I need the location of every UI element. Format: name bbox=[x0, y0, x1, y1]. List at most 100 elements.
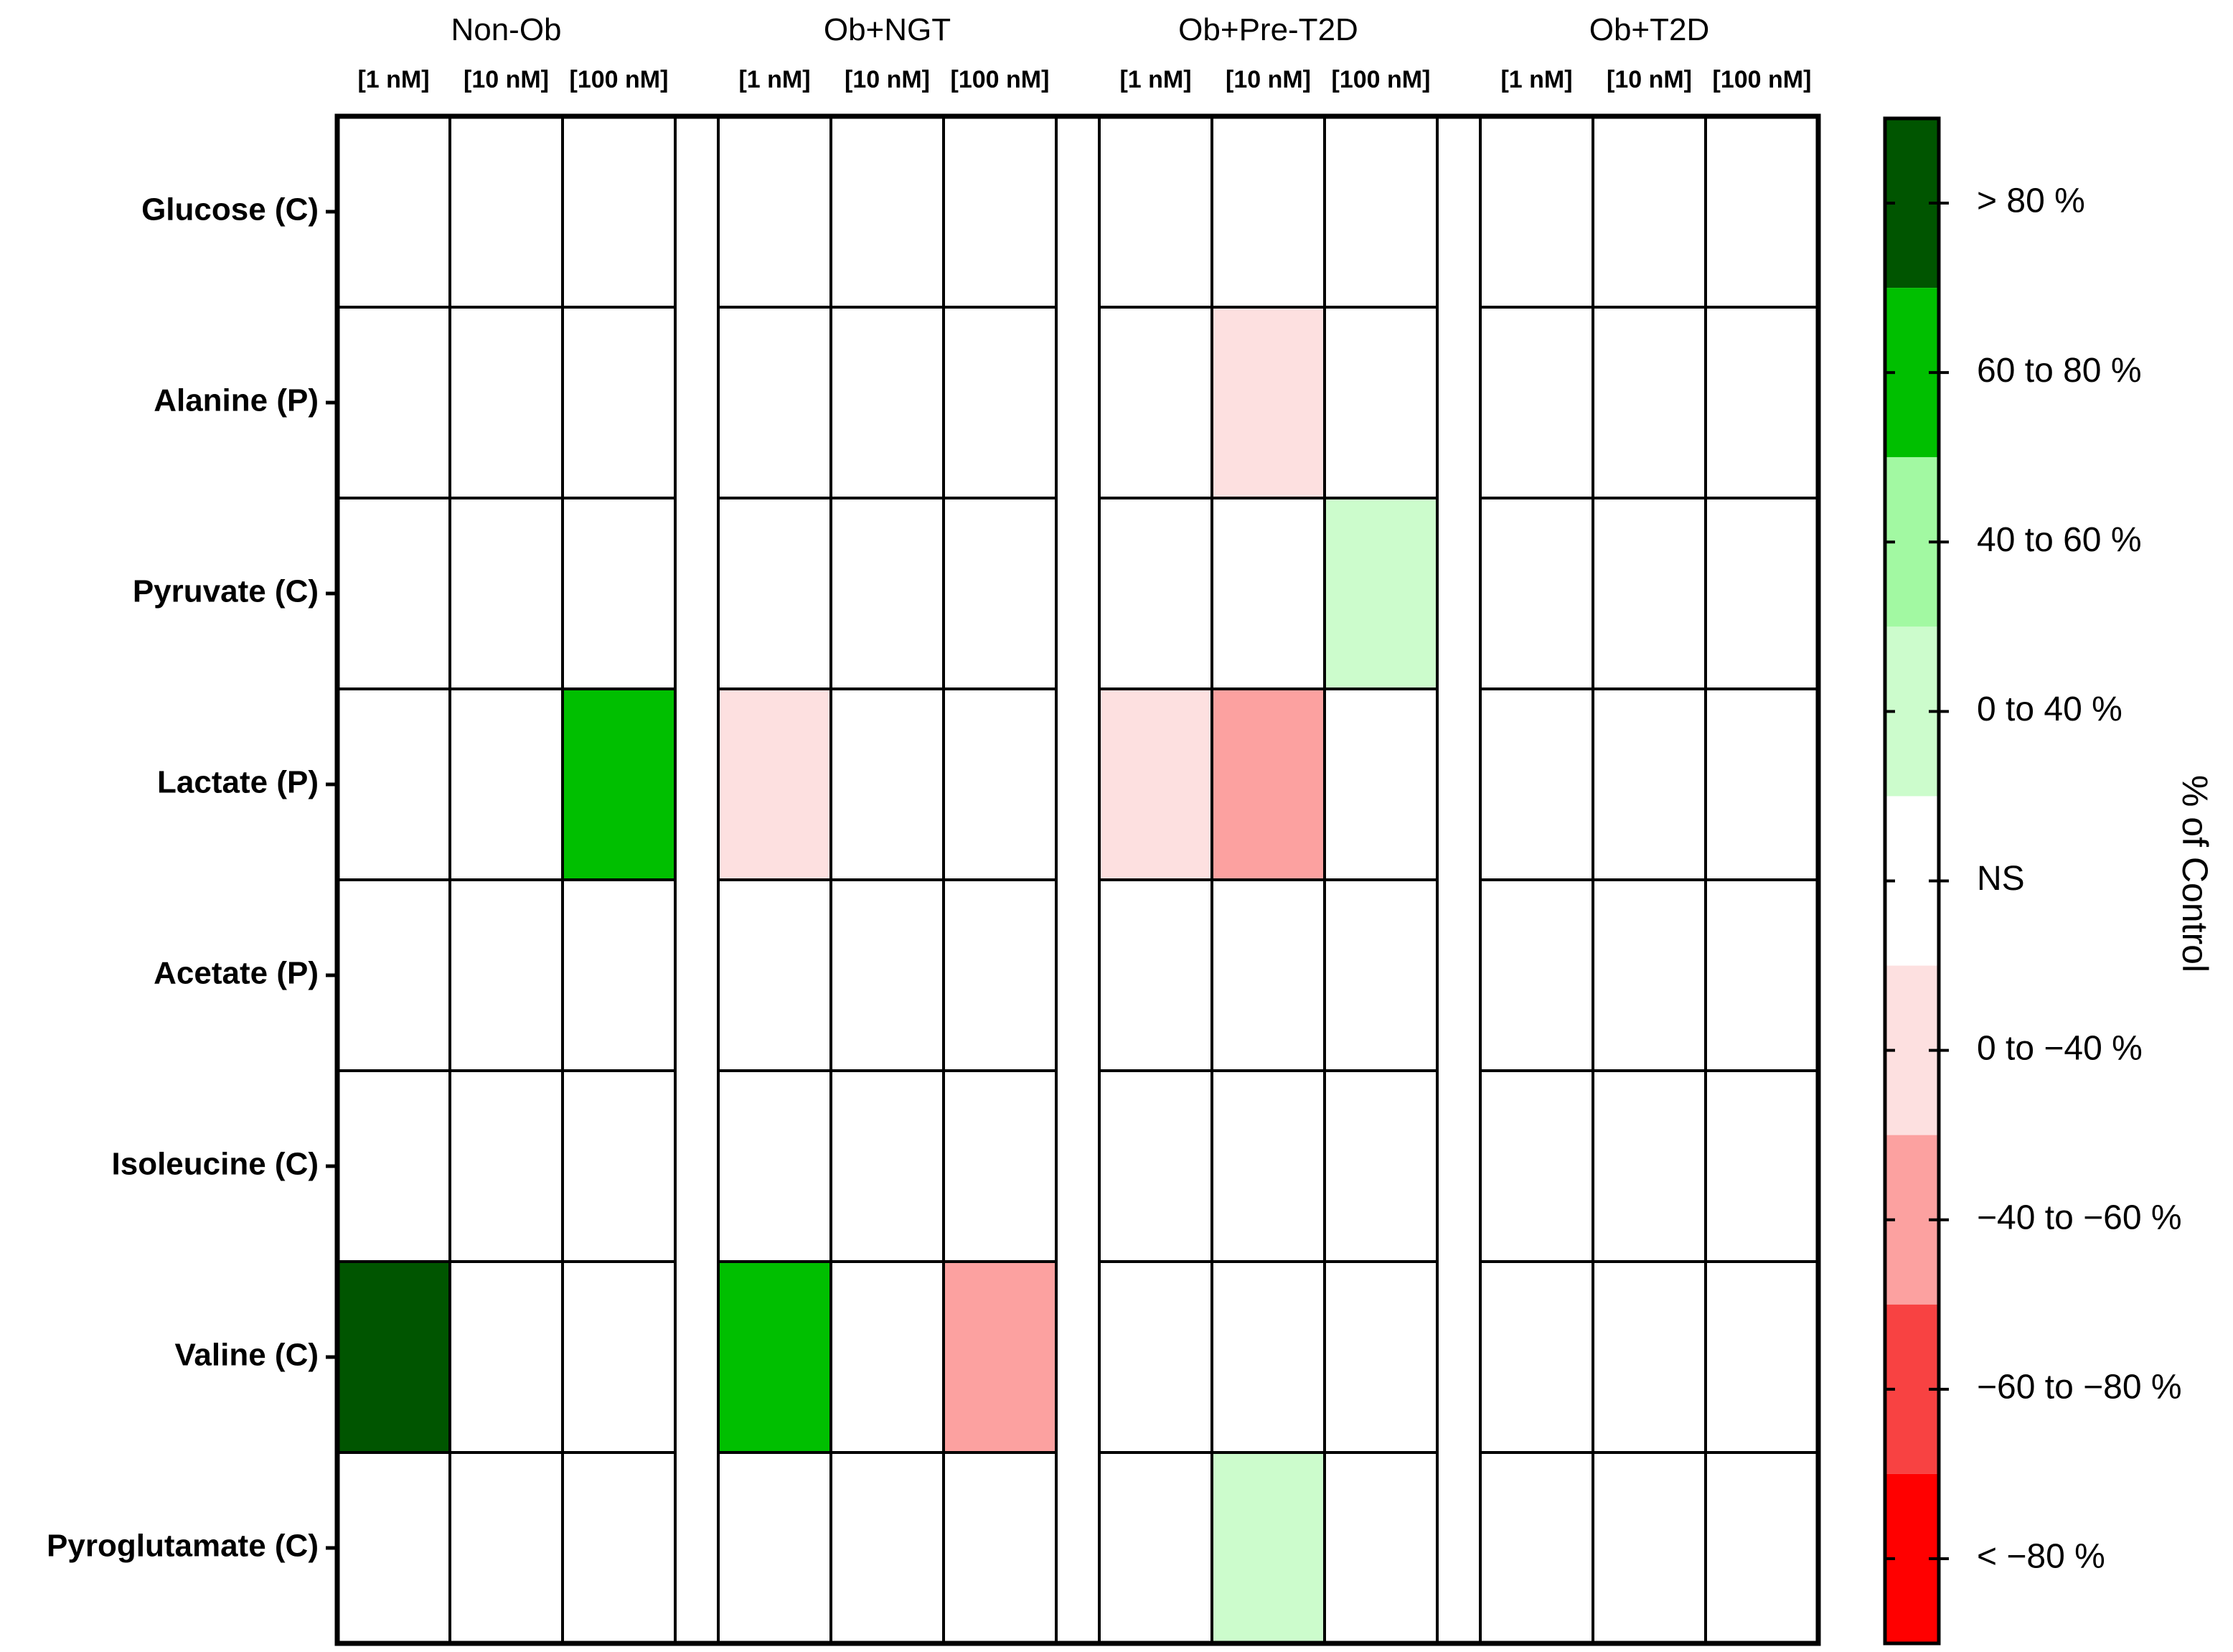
cell-pyruvate-c-non-ob-1-nm bbox=[337, 498, 450, 689]
group-label-non-ob: Non-Ob bbox=[451, 12, 561, 47]
cell-isoleucine-c-ob-t2d-100-nm bbox=[1706, 1071, 1818, 1262]
conc-label-ob-ngt-1-nm: [1 nM] bbox=[738, 66, 810, 93]
cell-isoleucine-c-non-ob-100-nm bbox=[563, 1071, 675, 1262]
cell-alanine-p-non-ob-100-nm bbox=[563, 307, 675, 498]
conc-label-ob-t2d-1-nm: [1 nM] bbox=[1500, 66, 1572, 93]
cell-acetate-p-non-ob-1-nm bbox=[337, 880, 450, 1071]
cell-pyroglutamate-c-ob-pre-t2d-1-nm bbox=[1099, 1452, 1212, 1643]
legend-label: −60 to −80 % bbox=[1977, 1369, 2182, 1407]
cell-alanine-p-ob-t2d-100-nm bbox=[1706, 307, 1818, 498]
cell-valine-c-ob-ngt-10-nm bbox=[831, 1262, 944, 1452]
cell-glucose-c-ob-pre-t2d-100-nm bbox=[1325, 116, 1437, 307]
cell-pyruvate-c-ob-t2d-100-nm bbox=[1706, 498, 1818, 689]
cell-isoleucine-c-ob-ngt-10-nm bbox=[831, 1071, 944, 1262]
cell-lactate-p-ob-ngt-1-nm bbox=[718, 689, 831, 880]
cell-valine-c-ob-ngt-100-nm bbox=[944, 1262, 1056, 1452]
conc-label-ob-t2d-10-nm: [10 nM] bbox=[1607, 66, 1692, 93]
cell-pyroglutamate-c-ob-ngt-1-nm bbox=[718, 1452, 831, 1643]
legend-title: % of Control bbox=[2175, 775, 2215, 972]
row-label-isoleucine-c: Isoleucine (C) bbox=[112, 1147, 319, 1182]
cell-pyroglutamate-c-ob-t2d-100-nm bbox=[1706, 1452, 1818, 1643]
row-label-pyroglutamate-c: Pyroglutamate (C) bbox=[47, 1529, 319, 1564]
conc-label-non-ob-10-nm: [10 nM] bbox=[464, 66, 549, 93]
cell-acetate-p-non-ob-100-nm bbox=[563, 880, 675, 1071]
row-label-valine-c: Valine (C) bbox=[175, 1338, 319, 1373]
cell-lactate-p-ob-ngt-10-nm bbox=[831, 689, 944, 880]
cell-glucose-c-non-ob-10-nm bbox=[450, 116, 563, 307]
cell-glucose-c-non-ob-1-nm bbox=[337, 116, 450, 307]
cell-acetate-p-ob-pre-t2d-10-nm bbox=[1212, 880, 1325, 1071]
group-label-ob-pre-t2d: Ob+Pre-T2D bbox=[1178, 12, 1358, 47]
legend-label: 60 to 80 % bbox=[1977, 352, 2142, 390]
cell-valine-c-ob-ngt-1-nm bbox=[718, 1262, 831, 1452]
cell-valine-c-non-ob-10-nm bbox=[450, 1262, 563, 1452]
row-labels: Glucose (C) Alanine (P) Pyruvate (C) Lactat… bbox=[47, 192, 337, 1564]
cell-pyruvate-c-ob-t2d-10-nm bbox=[1593, 498, 1706, 689]
cell-alanine-p-ob-pre-t2d-1-nm bbox=[1099, 307, 1212, 498]
cell-pyruvate-c-ob-pre-t2d-100-nm bbox=[1325, 498, 1437, 689]
heatmap-frame bbox=[334, 113, 1821, 1646]
cell-isoleucine-c-ob-t2d-1-nm bbox=[1480, 1071, 1593, 1262]
cell-lactate-p-non-ob-10-nm bbox=[450, 689, 563, 880]
cell-lactate-p-ob-t2d-100-nm bbox=[1706, 689, 1818, 880]
legend-label: < −80 % bbox=[1977, 1538, 2105, 1576]
legend-label: −40 to −60 % bbox=[1977, 1198, 2182, 1236]
cell-isoleucine-c-ob-t2d-10-nm bbox=[1593, 1071, 1706, 1262]
cell-alanine-p-non-ob-1-nm bbox=[337, 307, 450, 498]
cell-pyroglutamate-c-ob-ngt-100-nm bbox=[944, 1452, 1056, 1643]
cell-valine-c-ob-t2d-1-nm bbox=[1480, 1262, 1593, 1452]
cell-lactate-p-ob-t2d-10-nm bbox=[1593, 689, 1706, 880]
cell-glucose-c-ob-pre-t2d-1-nm bbox=[1099, 116, 1212, 307]
row-label-lactate-p: Lactate (P) bbox=[157, 765, 319, 800]
cell-pyroglutamate-c-ob-pre-t2d-10-nm bbox=[1212, 1452, 1325, 1643]
cell-glucose-c-ob-t2d-10-nm bbox=[1593, 116, 1706, 307]
cell-isoleucine-c-ob-pre-t2d-1-nm bbox=[1099, 1071, 1212, 1262]
legend-label: 0 to −40 % bbox=[1977, 1029, 2143, 1067]
conc-label-ob-ngt-100-nm: [100 nM] bbox=[951, 66, 1050, 93]
cell-glucose-c-ob-t2d-100-nm bbox=[1706, 116, 1818, 307]
group-labels: Non-Ob Ob+NGT Ob+Pre-T2D Ob+T2D bbox=[451, 12, 1709, 47]
cell-alanine-p-ob-ngt-10-nm bbox=[831, 307, 944, 498]
heatmap-cells bbox=[337, 116, 1818, 1643]
cell-glucose-c-non-ob-100-nm bbox=[563, 116, 675, 307]
cell-lactate-p-ob-pre-t2d-10-nm bbox=[1212, 689, 1325, 880]
cell-pyruvate-c-ob-ngt-10-nm bbox=[831, 498, 944, 689]
cell-valine-c-ob-pre-t2d-1-nm bbox=[1099, 1262, 1212, 1452]
cell-pyruvate-c-ob-pre-t2d-10-nm bbox=[1212, 498, 1325, 689]
cell-acetate-p-ob-ngt-1-nm bbox=[718, 880, 831, 1071]
cell-valine-c-ob-t2d-10-nm bbox=[1593, 1262, 1706, 1452]
cell-pyruvate-c-ob-pre-t2d-1-nm bbox=[1099, 498, 1212, 689]
cell-glucose-c-ob-ngt-1-nm bbox=[718, 116, 831, 307]
cell-isoleucine-c-ob-ngt-1-nm bbox=[718, 1071, 831, 1262]
conc-label-ob-pre-t2d-1-nm: [1 nM] bbox=[1119, 66, 1191, 93]
heatmap-grid bbox=[334, 113, 1821, 1646]
cell-alanine-p-ob-t2d-10-nm bbox=[1593, 307, 1706, 498]
cell-isoleucine-c-non-ob-10-nm bbox=[450, 1071, 563, 1262]
cell-valine-c-ob-pre-t2d-100-nm bbox=[1325, 1262, 1437, 1452]
legend-label: NS bbox=[1977, 860, 2025, 898]
cell-lactate-p-non-ob-1-nm bbox=[337, 689, 450, 880]
concentration-labels: [1 nM] [10 nM] [100 nM] [1 nM] [10 nM] [100 n… bbox=[357, 66, 1811, 93]
cell-pyruvate-c-ob-t2d-1-nm bbox=[1480, 498, 1593, 689]
cell-pyroglutamate-c-ob-pre-t2d-100-nm bbox=[1325, 1452, 1437, 1643]
cell-pyroglutamate-c-ob-ngt-10-nm bbox=[831, 1452, 944, 1643]
cell-isoleucine-c-ob-ngt-100-nm bbox=[944, 1071, 1056, 1262]
cell-acetate-p-ob-t2d-1-nm bbox=[1480, 880, 1593, 1071]
group-label-ob-ngt: Ob+NGT bbox=[824, 12, 951, 47]
cell-valine-c-non-ob-100-nm bbox=[563, 1262, 675, 1452]
cell-alanine-p-non-ob-10-nm bbox=[450, 307, 563, 498]
conc-label-ob-pre-t2d-100-nm: [100 nM] bbox=[1332, 66, 1431, 93]
cell-valine-c-non-ob-1-nm bbox=[337, 1262, 450, 1452]
cell-glucose-c-ob-ngt-100-nm bbox=[944, 116, 1056, 307]
cell-glucose-c-ob-pre-t2d-10-nm bbox=[1212, 116, 1325, 307]
row-label-glucose-c: Glucose (C) bbox=[141, 192, 319, 227]
cell-lactate-p-non-ob-100-nm bbox=[563, 689, 675, 880]
cell-alanine-p-ob-ngt-100-nm bbox=[944, 307, 1056, 498]
cell-pyroglutamate-c-non-ob-1-nm bbox=[337, 1452, 450, 1643]
row-label-pyruvate-c: Pyruvate (C) bbox=[133, 574, 319, 609]
legend-frame bbox=[1883, 116, 1941, 1646]
color-legend: > 80 % 60 to 80 % 40 to 60 % 0 to 40 % NS 0 t… bbox=[1883, 116, 2215, 1646]
cell-isoleucine-c-ob-pre-t2d-10-nm bbox=[1212, 1071, 1325, 1262]
cell-acetate-p-ob-pre-t2d-1-nm bbox=[1099, 880, 1212, 1071]
